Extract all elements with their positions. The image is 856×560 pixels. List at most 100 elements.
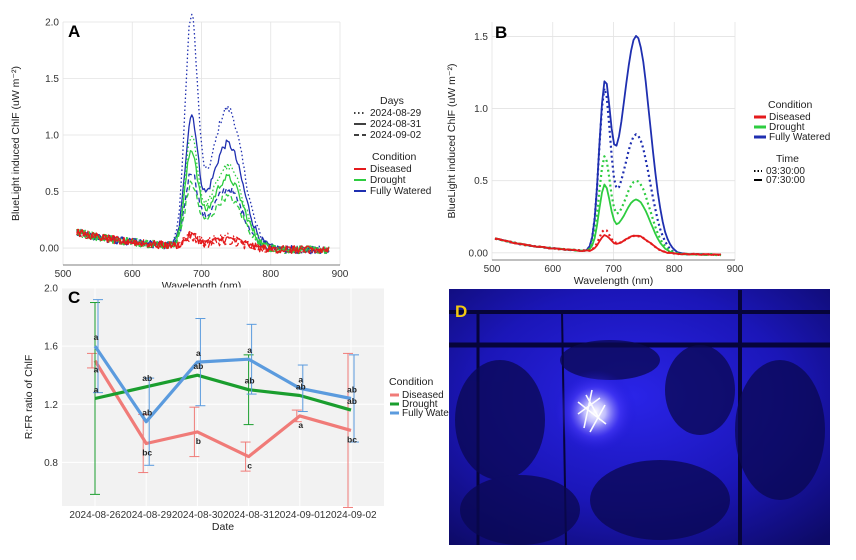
legend-condition-item: Diseased	[769, 112, 811, 123]
panel-a-grid	[62, 21, 341, 265]
legend-condition-item: Diseased	[402, 390, 444, 401]
series-line-diseased-073000	[494, 234, 722, 256]
panel-b: 500 600 700 800 900 0.00 0.5 1.0 1.5 Wavelength (…	[446, 22, 830, 287]
significance-label-drought: ab	[142, 373, 152, 383]
x-tick-label: 500	[484, 264, 501, 275]
series-line-fully-watered-2024-08-31	[76, 114, 329, 255]
y-tick-label: 1.6	[44, 342, 58, 353]
legend-condition-title: Condition	[768, 99, 813, 111]
legend-condition-item: Fully Watered	[370, 186, 431, 197]
panel-d-photo: D	[449, 289, 830, 546]
y-tick-label: 1.5	[45, 74, 59, 85]
x-tick-label: 600	[544, 264, 561, 275]
panel-b-letter: B	[495, 23, 507, 42]
series-line-drought-033000	[494, 155, 722, 257]
panel-a-series	[76, 13, 330, 255]
significance-label-diseased: c	[247, 461, 252, 471]
panel-a-axes: 500 600 700 800 9000.000.51.01.52.0Wavelengt…	[10, 18, 349, 293]
x-tick-label: 600	[124, 269, 141, 280]
x-tick-label: 2024-08-29	[121, 510, 173, 521]
significance-label-drought: a	[94, 384, 99, 394]
x-tick-label: 900	[332, 269, 349, 280]
x-tick-label: 2024-09-01	[274, 510, 326, 521]
y-tick-label: 1.2	[44, 400, 58, 411]
significance-label-fully-watered: a	[196, 348, 201, 358]
series-line-diseased	[93, 359, 352, 459]
series-line-fully-watered-2024-09-02	[76, 173, 330, 255]
x-axis-label: Wavelength (nm)	[574, 275, 654, 287]
significance-label-drought: ab	[347, 396, 357, 406]
panel-d-letter: D	[455, 302, 467, 321]
legend-condition-title: Condition	[389, 376, 434, 388]
panel-c-letter: C	[68, 288, 80, 307]
series-line-drought	[94, 373, 352, 412]
significance-label-diseased: bc	[347, 434, 357, 444]
legend-condition-item: Diseased	[370, 164, 412, 175]
series-line-fully-watered-033000	[494, 87, 722, 257]
series-line-diseased-2024-09-02	[76, 228, 330, 255]
legend-condition-title: Condition	[372, 151, 417, 163]
y-tick-label: 1.5	[474, 32, 488, 43]
legend-time-item: 07:30:00	[766, 175, 805, 186]
legend-condition-item: Drought	[769, 122, 805, 133]
x-tick-label: 2024-08-31	[223, 510, 275, 521]
y-tick-label: 1.0	[45, 131, 59, 142]
significance-label-fully-watered: a	[247, 345, 252, 355]
panel-b-series	[494, 35, 722, 257]
significance-label-diseased: a	[94, 365, 99, 375]
significance-label-diseased: b	[196, 436, 201, 446]
photo-foliage	[455, 340, 825, 545]
y-axis-label: BlueLight induced ChlF (uW m⁻²)	[10, 66, 22, 221]
y-tick-label: 0.00	[469, 248, 489, 259]
x-tick-label: 500	[55, 269, 72, 280]
significance-label-fully-watered: ab	[142, 408, 152, 418]
significance-label-drought: ab	[193, 361, 203, 371]
x-tick-label: 2024-08-26	[69, 510, 121, 521]
y-tick-label: 2.0	[44, 284, 58, 295]
y-tick-label: 0.00	[40, 244, 60, 255]
y-tick-label: 2.0	[45, 18, 59, 29]
y-axis-label: BlueLight induced ChlF (uW m⁻²)	[446, 64, 458, 219]
legend-time-item: 03:30:00	[766, 166, 805, 177]
panel-a-letter: A	[68, 22, 80, 41]
legend-days-title: Days	[380, 95, 404, 107]
legend-condition-item: Drought	[370, 175, 406, 186]
panel-a: 500 600 700 800 9000.000.51.01.52.0Wavelengt…	[10, 13, 431, 293]
y-axis-label: R:FR ratio of ChlF	[23, 355, 35, 440]
significance-label-drought: ab	[245, 376, 255, 386]
significance-label-diseased: a	[298, 420, 303, 430]
x-tick-label: 2024-09-02	[325, 510, 377, 521]
panel-b-axes: 500 600 700 800 900 0.00 0.5 1.0 1.5 Wavelength (…	[446, 32, 744, 287]
legend-condition-item: Fully Watered	[402, 408, 463, 419]
legend-time-title: Time	[776, 153, 799, 165]
x-axis-label: Date	[212, 521, 234, 533]
x-tick-label: 900	[727, 264, 744, 275]
x-tick-label: 700	[193, 269, 210, 280]
y-tick-label: 1.0	[474, 104, 488, 115]
significance-label-diseased: bc	[142, 448, 152, 458]
x-tick-label: 700	[605, 264, 622, 275]
legend-condition-item: Fully Watered	[769, 132, 830, 143]
significance-label-fully-watered: ab	[347, 384, 357, 394]
significance-label-fully-watered: a	[298, 374, 303, 384]
series-line-fully-watered-073000	[494, 35, 722, 256]
illuminated-leaves	[577, 389, 607, 433]
legend-days-item: 2024-08-31	[370, 119, 422, 130]
y-tick-label: 0.5	[474, 176, 488, 187]
significance-label-drought: ab	[296, 382, 306, 392]
series-line-diseased-033000	[494, 228, 722, 256]
y-tick-label: 0.8	[44, 458, 58, 469]
legend-condition-item: Drought	[402, 399, 438, 410]
series-line-fully-watered-2024-08-29	[76, 13, 330, 255]
legend-days-item: 2024-09-02	[370, 130, 422, 141]
x-tick-label: 800	[262, 269, 279, 280]
significance-label-fully-watered: a	[94, 332, 99, 342]
x-tick-label: 2024-08-30	[172, 510, 224, 521]
